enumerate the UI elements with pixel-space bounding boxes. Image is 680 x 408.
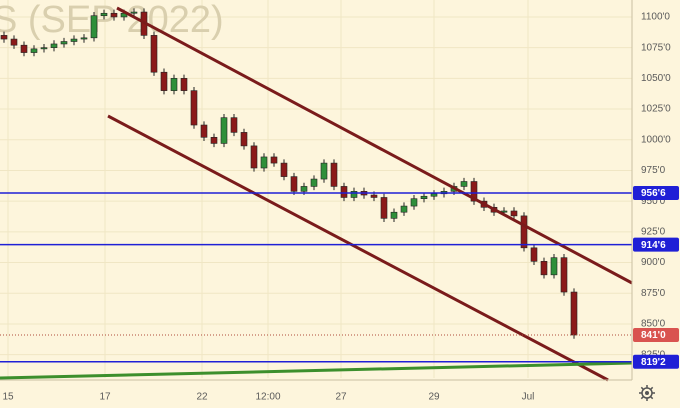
- channel-upper: [116, 6, 633, 285]
- y-tick-label: 1050'0: [641, 73, 671, 84]
- level-label: 819'2: [641, 357, 666, 368]
- trend-line: [0, 361, 633, 380]
- grid: [0, 0, 632, 378]
- candle-body: [510, 210, 518, 217]
- candle-body: [10, 38, 18, 46]
- candle-body: [160, 71, 168, 91]
- level-label-box: [633, 328, 679, 343]
- candle-body: [210, 136, 218, 144]
- level-label: 914'6: [641, 240, 666, 251]
- candle-body: [40, 47, 48, 50]
- x-tick-label: 12:00: [255, 392, 280, 403]
- candle-body: [190, 90, 198, 126]
- channel-lower: [107, 114, 609, 382]
- candle-body: [330, 162, 338, 187]
- candle-body: [290, 176, 298, 192]
- x-tick-label: 15: [2, 392, 14, 403]
- candle-body: [280, 162, 288, 177]
- watermark-title: S (SEP 2022): [0, 0, 224, 41]
- candle-body: [310, 178, 318, 187]
- candle-body: [240, 132, 248, 147]
- settings-icon[interactable]: [639, 385, 655, 401]
- candle-body: [410, 198, 418, 207]
- y-tick-label: 1100'0: [641, 12, 670, 23]
- x-tick-label: Jul: [522, 392, 535, 403]
- candle-body: [260, 156, 268, 169]
- candle-body: [470, 181, 478, 202]
- candle-body: [320, 162, 328, 180]
- y-tick-label: 950'0: [641, 196, 666, 207]
- x-tick-label: 29: [428, 392, 440, 403]
- candle-body: [250, 145, 258, 169]
- x-tick-label: 22: [196, 392, 208, 403]
- y-tick-label: 1075'0: [641, 42, 671, 53]
- candle-body: [540, 261, 548, 276]
- candle-body: [0, 35, 8, 40]
- candle-body: [300, 186, 308, 192]
- level-label-box: [633, 186, 679, 201]
- level-label: 841'0: [641, 330, 666, 341]
- candle-body: [60, 41, 68, 45]
- candle-body: [30, 48, 38, 53]
- candle-body: [80, 37, 88, 40]
- candle-body: [220, 117, 228, 144]
- candle-body: [430, 193, 438, 197]
- candle-body: [230, 117, 238, 133]
- level-label: 956'6: [641, 188, 666, 199]
- candle-body: [70, 38, 78, 42]
- level-label-box: [633, 354, 679, 369]
- candle-body: [180, 78, 188, 91]
- candle-body: [460, 181, 468, 187]
- candle-body: [20, 44, 28, 53]
- y-tick-label: 900'0: [641, 257, 666, 268]
- candle-body: [530, 247, 538, 262]
- candle-body: [550, 257, 558, 276]
- axis: 825'0850'0875'0900'0925'0950'0975'01000'…: [2, 12, 679, 403]
- levels: [0, 192, 632, 363]
- candle-body: [520, 215, 528, 249]
- candle-body: [570, 291, 578, 336]
- y-tick-label: 1000'0: [641, 134, 671, 145]
- candle-body: [100, 12, 108, 17]
- y-tick-label: 925'0: [641, 227, 666, 238]
- candle-body: [340, 186, 348, 198]
- candle-body: [130, 11, 138, 14]
- candle-body: [380, 197, 388, 219]
- candle-body: [390, 211, 398, 219]
- candle-body: [560, 257, 568, 293]
- candle-body: [400, 205, 408, 213]
- candle-body: [150, 35, 158, 73]
- candle-body: [200, 124, 208, 138]
- y-tick-label: 850'0: [641, 319, 666, 330]
- y-tick-label: 975'0: [641, 165, 666, 176]
- candle-body: [350, 191, 358, 198]
- level-label-box: [633, 237, 679, 252]
- candle-body: [50, 43, 58, 48]
- candle-body: [370, 194, 378, 198]
- candle-body: [110, 12, 118, 18]
- candle-body: [170, 78, 178, 91]
- candle-body: [420, 195, 428, 200]
- x-tick-label: 27: [335, 392, 347, 403]
- x-tick-label: 17: [99, 392, 111, 403]
- y-tick-label: 1025'0: [641, 104, 671, 115]
- y-tick-label: 875'0: [641, 288, 666, 299]
- candle-body: [90, 15, 98, 39]
- candle-body: [270, 156, 278, 164]
